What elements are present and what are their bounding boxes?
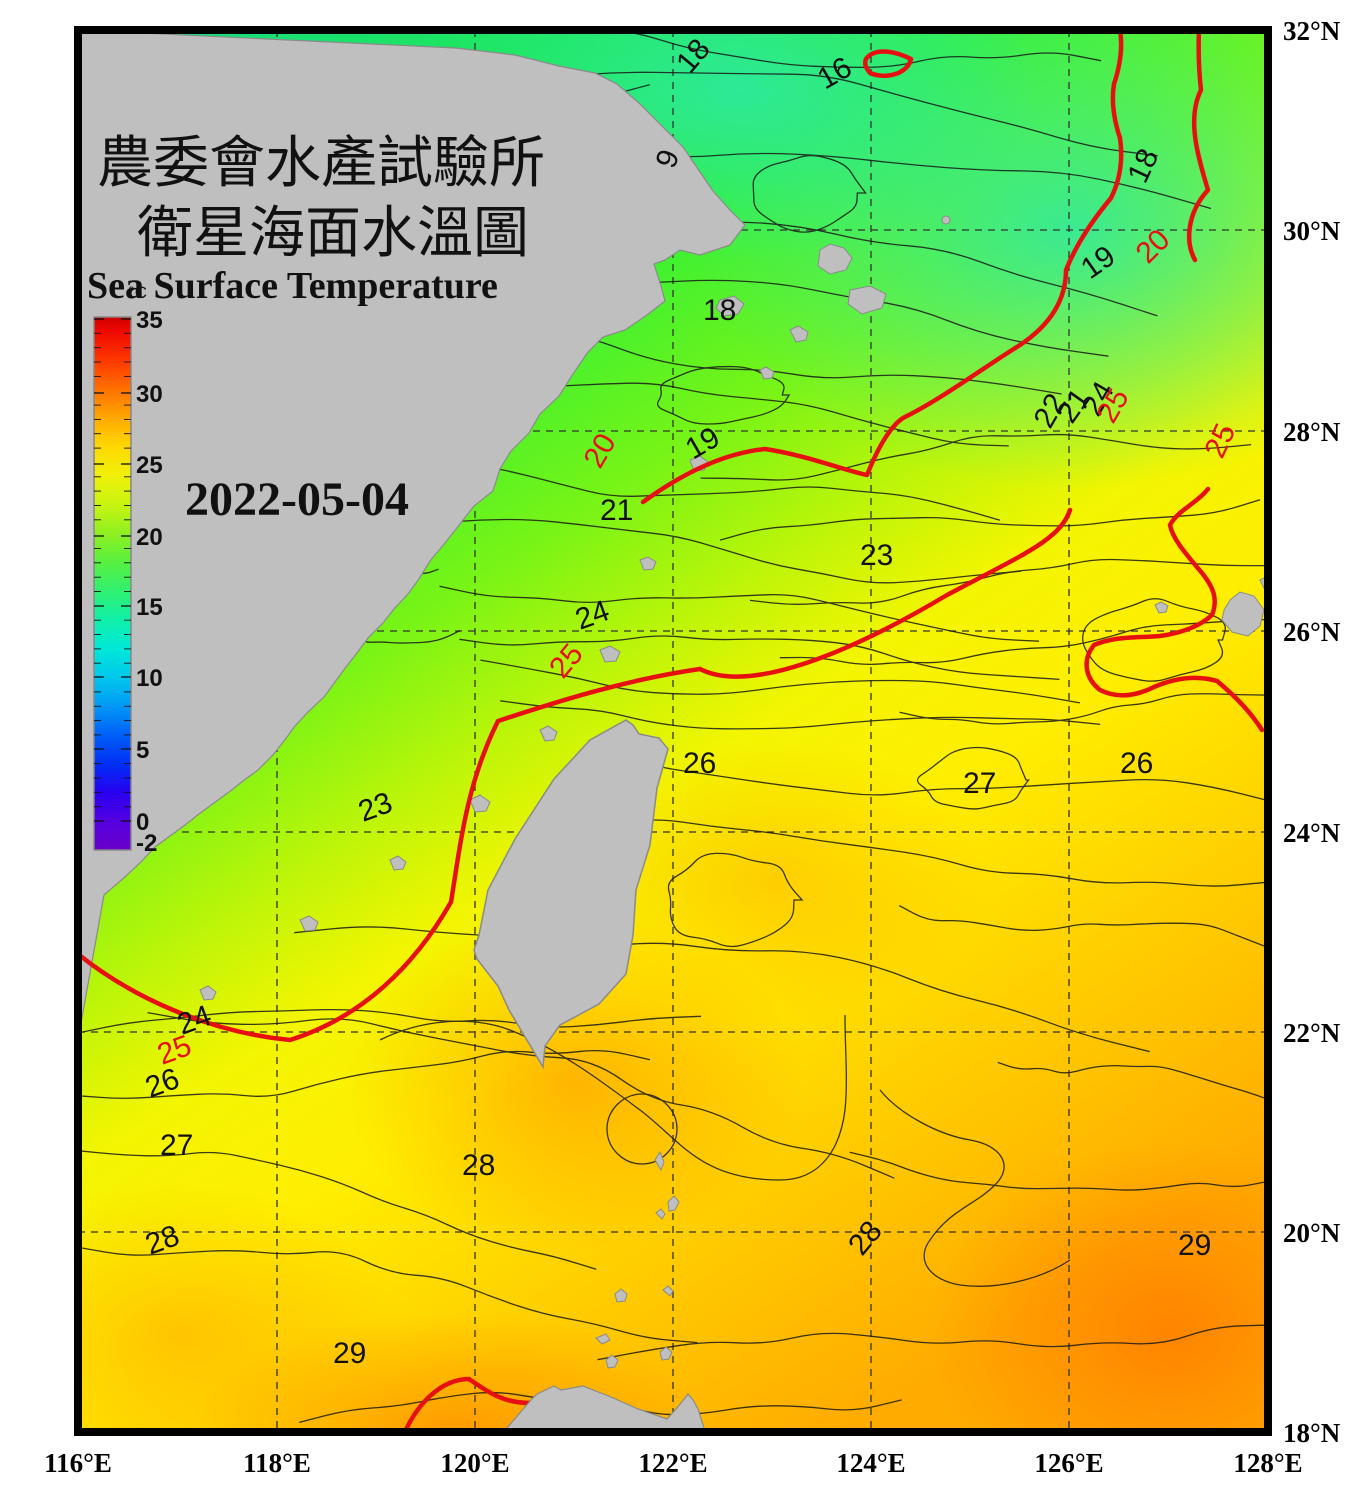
svg-text:18°N: 18°N bbox=[1283, 1418, 1341, 1448]
svg-text:25: 25 bbox=[136, 452, 163, 479]
svg-text:15: 15 bbox=[136, 594, 163, 621]
svg-text:2022-05-04: 2022-05-04 bbox=[185, 473, 409, 526]
svg-text:28°N: 28°N bbox=[1283, 417, 1341, 447]
svg-text:10: 10 bbox=[136, 665, 163, 692]
svg-text:24°N: 24°N bbox=[1283, 818, 1341, 848]
svg-text:26°N: 26°N bbox=[1283, 617, 1341, 647]
svg-text:農委會水產試驗所: 農委會水產試驗所 bbox=[97, 133, 545, 195]
svg-text:5: 5 bbox=[136, 737, 149, 764]
svg-text:30: 30 bbox=[136, 381, 163, 408]
svg-text:29: 29 bbox=[333, 1337, 366, 1370]
svg-text:21: 21 bbox=[600, 494, 633, 527]
svg-text:128°E: 128°E bbox=[1233, 1448, 1302, 1478]
svg-text:30°N: 30°N bbox=[1283, 216, 1341, 246]
svg-text:32°N: 32°N bbox=[1283, 16, 1341, 46]
svg-text:22°N: 22°N bbox=[1283, 1018, 1341, 1048]
svg-text:衛星海面水溫圖: 衛星海面水溫圖 bbox=[137, 203, 529, 265]
svg-text:116°E: 116°E bbox=[44, 1448, 112, 1478]
svg-text:Sea Surface Temperature: Sea Surface Temperature bbox=[87, 265, 498, 307]
svg-text:118°E: 118°E bbox=[243, 1448, 311, 1478]
svg-text:126°E: 126°E bbox=[1034, 1448, 1103, 1478]
svg-text:26: 26 bbox=[683, 747, 716, 780]
svg-text:20°N: 20°N bbox=[1283, 1218, 1341, 1248]
svg-text:23: 23 bbox=[860, 539, 893, 572]
svg-text:29: 29 bbox=[1178, 1229, 1211, 1262]
svg-text:122°E: 122°E bbox=[638, 1448, 707, 1478]
svg-text:27: 27 bbox=[160, 1129, 193, 1162]
svg-text:20: 20 bbox=[136, 524, 163, 551]
svg-text:27: 27 bbox=[963, 767, 996, 800]
svg-text:18: 18 bbox=[703, 294, 736, 327]
svg-text:-2: -2 bbox=[136, 830, 157, 857]
svg-text:35: 35 bbox=[136, 307, 163, 334]
svg-text:28: 28 bbox=[462, 1149, 495, 1182]
svg-text:26: 26 bbox=[1120, 747, 1153, 780]
svg-text:124°E: 124°E bbox=[836, 1448, 905, 1478]
svg-text:120°E: 120°E bbox=[440, 1448, 509, 1478]
